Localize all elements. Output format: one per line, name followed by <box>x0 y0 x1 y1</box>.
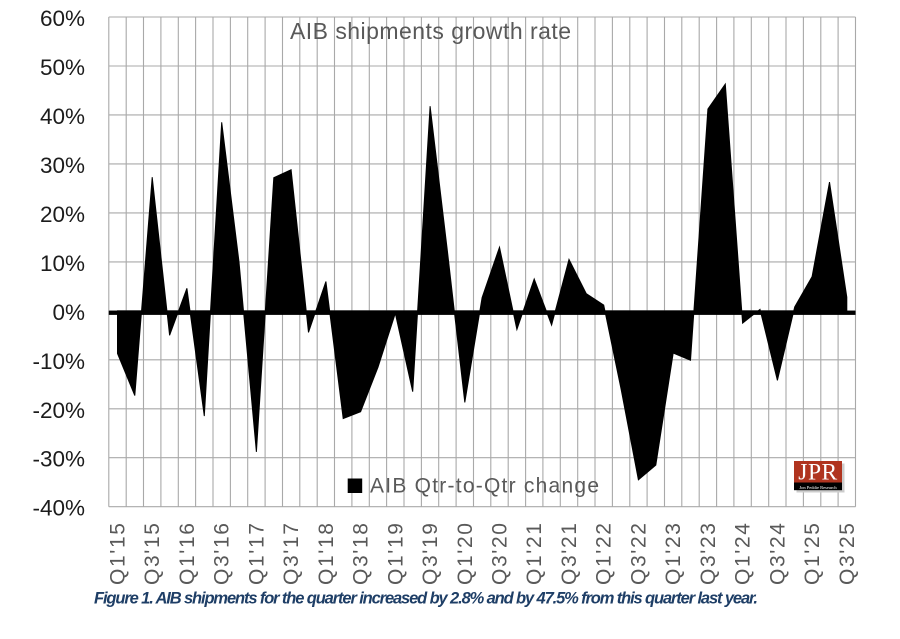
svg-text:0%: 0% <box>52 300 85 325</box>
svg-text:Q3'17: Q3'17 <box>280 523 303 585</box>
svg-text:Q3'20: Q3'20 <box>489 523 512 585</box>
svg-text:Q1'20: Q1'20 <box>454 523 477 585</box>
svg-text:JPR: JPR <box>798 460 837 486</box>
svg-text:Q1'21: Q1'21 <box>523 523 546 585</box>
svg-text:Q3'15: Q3'15 <box>141 523 164 585</box>
svg-text:AIB Qtr-to-Qtr change: AIB Qtr-to-Qtr change <box>370 475 599 498</box>
svg-text:Q1'17: Q1'17 <box>245 523 268 585</box>
svg-text:-20%: -20% <box>32 398 85 423</box>
svg-text:60%: 60% <box>40 6 85 31</box>
svg-text:Q3'18: Q3'18 <box>350 523 373 585</box>
svg-text:Q1'15: Q1'15 <box>107 523 130 585</box>
svg-text:-40%: -40% <box>32 496 85 521</box>
svg-text:Q3'21: Q3'21 <box>558 523 581 585</box>
svg-text:Q3'19: Q3'19 <box>419 523 442 585</box>
svg-text:Q3'24: Q3'24 <box>766 523 789 585</box>
svg-text:40%: 40% <box>40 104 85 129</box>
svg-text:Q1'23: Q1'23 <box>662 523 685 585</box>
svg-text:Q1'18: Q1'18 <box>315 523 338 585</box>
svg-text:Q1'25: Q1'25 <box>801 523 824 585</box>
svg-text:Q3'22: Q3'22 <box>627 523 650 585</box>
svg-text:-10%: -10% <box>32 349 85 374</box>
svg-text:Q3'25: Q3'25 <box>836 523 859 585</box>
svg-text:-30%: -30% <box>32 447 85 472</box>
svg-text:Jon Peddie Research: Jon Peddie Research <box>799 485 837 490</box>
svg-text:AIB shipments growth rate: AIB shipments growth rate <box>290 18 571 44</box>
svg-text:Q1'24: Q1'24 <box>732 523 755 585</box>
svg-text:10%: 10% <box>40 251 85 276</box>
svg-text:50%: 50% <box>40 55 85 80</box>
svg-text:Q1'22: Q1'22 <box>593 523 616 585</box>
svg-text:Q1'19: Q1'19 <box>384 523 407 585</box>
svg-text:Figure 1. AIB shipments for th: Figure 1. AIB shipments for the quarter … <box>94 590 758 608</box>
svg-text:20%: 20% <box>40 202 85 227</box>
svg-text:Q3'16: Q3'16 <box>211 523 234 585</box>
svg-text:30%: 30% <box>40 153 85 178</box>
svg-text:Q1'16: Q1'16 <box>176 523 199 585</box>
svg-text:Q3'23: Q3'23 <box>697 523 720 585</box>
